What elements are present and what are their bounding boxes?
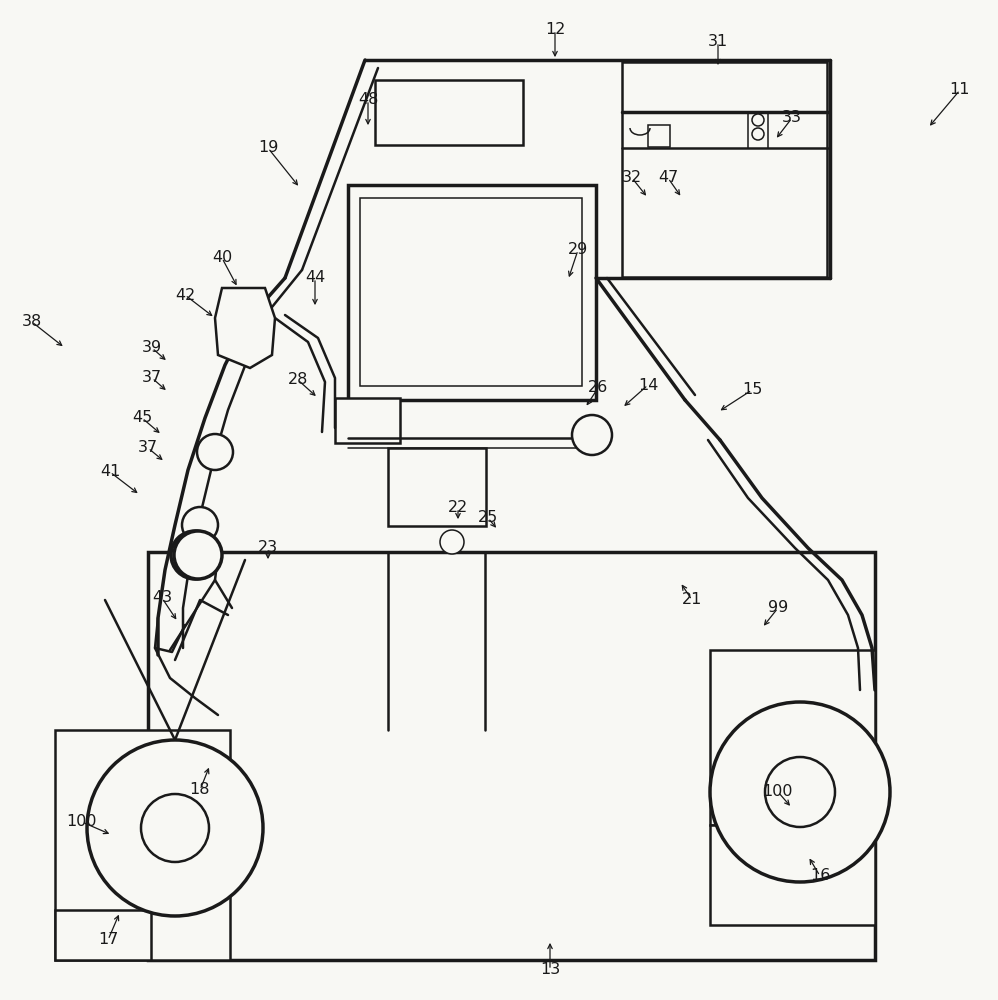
Circle shape	[87, 740, 263, 916]
Circle shape	[765, 757, 835, 827]
Text: 39: 39	[142, 340, 162, 356]
Text: 37: 37	[142, 370, 162, 385]
Bar	[148, 552, 875, 960]
Text: 22: 22	[448, 500, 468, 516]
Circle shape	[182, 507, 218, 543]
Circle shape	[171, 531, 219, 579]
Text: 45: 45	[132, 410, 152, 426]
Text: 26: 26	[588, 380, 608, 395]
Circle shape	[174, 531, 222, 579]
Text: 21: 21	[682, 592, 703, 607]
Text: 43: 43	[152, 590, 172, 605]
Circle shape	[197, 434, 233, 470]
Circle shape	[710, 702, 890, 882]
Bar	[710, 650, 875, 825]
Bar	[55, 730, 230, 960]
Text: 23: 23	[257, 540, 278, 556]
Text: 19: 19	[257, 140, 278, 155]
Text: 99: 99	[767, 600, 788, 615]
Text: 25: 25	[478, 510, 498, 526]
Text: 37: 37	[138, 440, 158, 456]
Bar	[388, 448, 486, 526]
Circle shape	[752, 128, 764, 140]
Text: 14: 14	[638, 377, 659, 392]
Text: 18: 18	[190, 782, 211, 798]
Text: 32: 32	[622, 170, 642, 186]
Circle shape	[240, 322, 252, 334]
Text: 33: 33	[782, 110, 802, 125]
Text: 16: 16	[809, 868, 830, 884]
Text: 41: 41	[100, 464, 120, 480]
Bar	[335, 398, 400, 443]
Text: 11: 11	[950, 83, 970, 98]
Circle shape	[572, 415, 612, 455]
Circle shape	[141, 794, 209, 862]
Bar	[710, 825, 875, 925]
Text: 31: 31	[708, 34, 729, 49]
Text: 15: 15	[742, 382, 762, 397]
Text: 13: 13	[540, 962, 560, 978]
Text: 42: 42	[175, 288, 196, 302]
Text: 28: 28	[287, 372, 308, 387]
Polygon shape	[215, 288, 275, 368]
Text: 38: 38	[22, 314, 42, 330]
Text: 100: 100	[762, 784, 793, 800]
Circle shape	[752, 114, 764, 126]
Circle shape	[240, 304, 252, 316]
Bar	[622, 62, 827, 277]
Bar	[360, 198, 582, 386]
Bar	[348, 185, 596, 400]
Text: 44: 44	[304, 270, 325, 286]
Text: 40: 40	[212, 250, 233, 265]
Circle shape	[440, 530, 464, 554]
Text: 29: 29	[568, 242, 588, 257]
Text: 17: 17	[98, 932, 118, 948]
Bar	[55, 910, 151, 960]
Text: 47: 47	[658, 170, 678, 186]
Text: 12: 12	[545, 22, 565, 37]
Bar	[375, 80, 523, 145]
Bar	[648, 125, 670, 147]
Text: 100: 100	[67, 814, 97, 830]
Text: 48: 48	[358, 93, 378, 107]
